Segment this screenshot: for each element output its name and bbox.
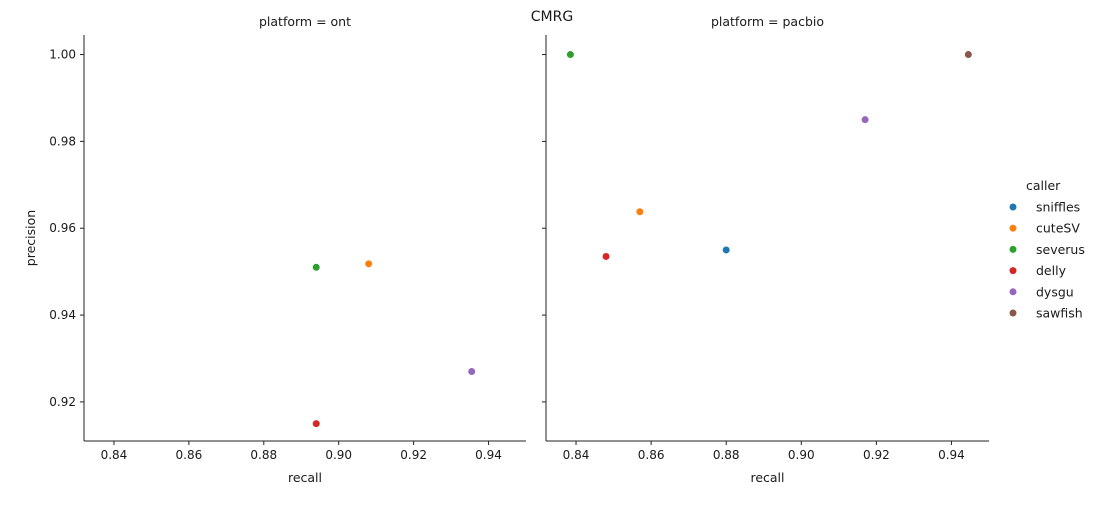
y-tick-label: 0.96: [49, 221, 76, 235]
legend-label-sawfish: sawfish: [1036, 306, 1083, 321]
x-axis-label: recall: [288, 470, 322, 485]
legend-marker-cuteSV: [1008, 224, 1018, 233]
legend-title: caller: [1026, 178, 1061, 193]
facet-panel-1: platform = pacbio 0.84 0.86 0.88 0.90 0.92 0.9…: [542, 14, 989, 485]
point-severus: [566, 50, 575, 59]
legend-label-cuteSV: cuteSV: [1036, 221, 1080, 236]
legend: caller sniffles cuteSV severus delly dysgu saw…: [1008, 178, 1085, 321]
facet-panel-0: platform = ont 0.84 0.86 0.88 0.90 0.92 0.94 0.…: [23, 14, 526, 485]
facet-panels: platform = ont 0.84 0.86 0.88 0.90 0.92 0.94 0.…: [23, 14, 989, 485]
x-tick-label: 0.92: [400, 448, 427, 462]
x-tick-label: 0.90: [325, 448, 352, 462]
chart-title: CMRG: [531, 9, 573, 25]
point-delly: [601, 252, 611, 261]
legend-marker-sawfish: [1008, 308, 1018, 318]
x-tick-label: 0.88: [250, 448, 277, 462]
point-delly: [312, 419, 321, 428]
point-dysgu: [861, 115, 870, 124]
legend-marker-dysgu: [1008, 287, 1018, 296]
x-tick-label: 0.86: [176, 448, 203, 462]
x-tick-label: 0.84: [563, 448, 590, 462]
y-tick-label: 0.98: [49, 134, 76, 148]
facet-title: platform = ont: [259, 14, 351, 29]
x-tick-label: 0.90: [788, 448, 815, 462]
x-tick-label: 0.86: [638, 448, 665, 462]
point-severus: [312, 263, 321, 272]
x-tick-label: 0.94: [938, 448, 965, 462]
point-cuteSV: [364, 259, 373, 268]
x-tick-label: 0.84: [101, 448, 128, 462]
y-tick-label: 1.00: [49, 48, 76, 62]
point-sawfish: [964, 50, 973, 59]
legend-label-severus: severus: [1036, 242, 1085, 257]
legend-label-sniffles: sniffles: [1036, 200, 1080, 215]
legend-marker-sniffles: [1008, 202, 1018, 212]
point-sniffles: [722, 245, 731, 255]
x-tick-label: 0.94: [475, 448, 502, 462]
legend-marker-delly: [1008, 266, 1018, 275]
x-tick-label: 0.92: [863, 448, 890, 462]
point-dysgu: [467, 367, 476, 376]
x-tick-label: 0.88: [713, 448, 740, 462]
y-axis-label: precision: [23, 210, 38, 266]
x-axis-label: recall: [750, 470, 784, 485]
facet-title: platform = pacbio: [711, 14, 824, 29]
y-tick-label: 0.92: [49, 395, 76, 409]
y-tick-label: 0.94: [49, 308, 76, 322]
point-cuteSV: [635, 207, 644, 216]
legend-label-delly: delly: [1036, 263, 1067, 278]
legend-marker-severus: [1008, 245, 1018, 254]
legend-label-dysgu: dysgu: [1036, 284, 1074, 299]
